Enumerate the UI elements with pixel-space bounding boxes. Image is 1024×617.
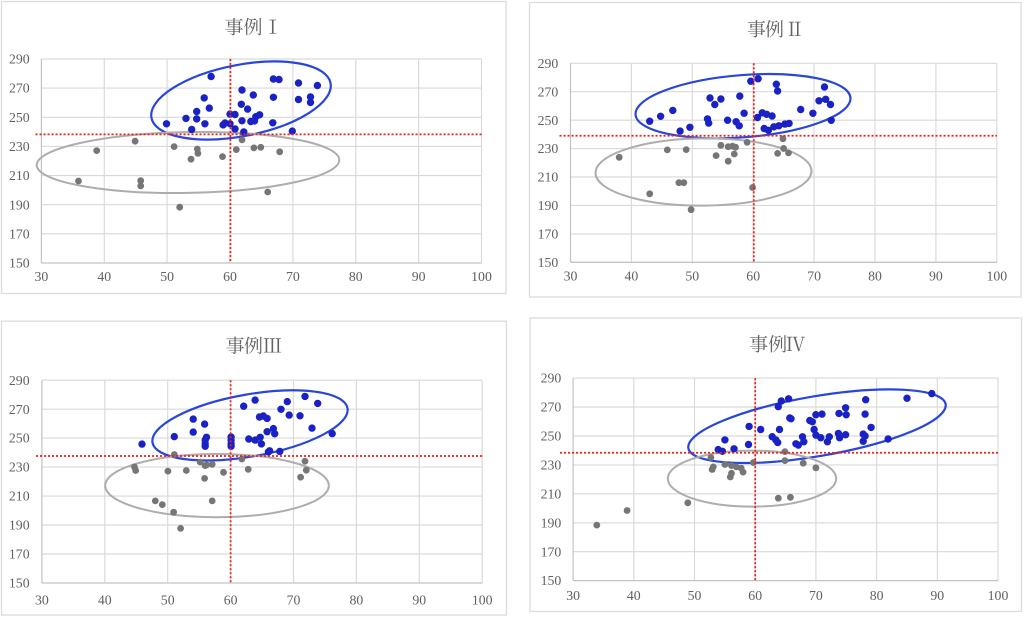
- svg-text:70: 70: [807, 269, 821, 284]
- svg-text:190: 190: [9, 518, 30, 533]
- svg-text:70: 70: [287, 592, 301, 607]
- svg-text:40: 40: [98, 592, 112, 607]
- svg-text:100: 100: [471, 269, 492, 284]
- svg-text:90: 90: [930, 588, 944, 603]
- svg-text:100: 100: [472, 592, 493, 607]
- svg-text:50: 50: [161, 592, 175, 607]
- svg-text:60: 60: [223, 269, 237, 284]
- svg-text:250: 250: [9, 110, 30, 125]
- svg-text:230: 230: [541, 458, 562, 473]
- svg-text:30: 30: [564, 269, 578, 284]
- svg-text:170: 170: [9, 547, 30, 562]
- svg-text:210: 210: [538, 170, 559, 185]
- svg-text:190: 190: [541, 515, 562, 530]
- svg-text:290: 290: [541, 371, 562, 386]
- svg-text:60: 60: [748, 588, 762, 603]
- svg-text:150: 150: [538, 255, 559, 270]
- svg-text:170: 170: [538, 227, 559, 242]
- svg-text:90: 90: [929, 269, 943, 284]
- svg-text:40: 40: [97, 269, 111, 284]
- svg-text:50: 50: [685, 269, 699, 284]
- svg-text:60: 60: [224, 592, 238, 607]
- svg-text:80: 80: [868, 269, 882, 284]
- svg-text:80: 80: [349, 269, 363, 284]
- svg-text:30: 30: [35, 592, 49, 607]
- svg-text:270: 270: [9, 402, 30, 417]
- svg-text:50: 50: [688, 588, 702, 603]
- svg-text:80: 80: [350, 592, 364, 607]
- svg-text:230: 230: [9, 139, 30, 154]
- svg-text:290: 290: [538, 56, 559, 71]
- svg-text:30: 30: [35, 269, 49, 284]
- svg-text:290: 290: [9, 52, 30, 67]
- svg-text:50: 50: [160, 269, 174, 284]
- svg-text:150: 150: [9, 576, 30, 591]
- svg-text:100: 100: [986, 269, 1007, 284]
- svg-text:150: 150: [541, 573, 562, 588]
- svg-text:250: 250: [538, 113, 559, 128]
- svg-text:30: 30: [566, 588, 580, 603]
- svg-text:250: 250: [9, 431, 30, 446]
- svg-text:250: 250: [541, 429, 562, 444]
- svg-text:270: 270: [541, 400, 562, 415]
- svg-text:40: 40: [627, 588, 641, 603]
- svg-text:40: 40: [625, 269, 639, 284]
- svg-text:170: 170: [9, 226, 30, 241]
- svg-text:210: 210: [541, 486, 562, 501]
- svg-text:60: 60: [746, 269, 760, 284]
- svg-text:190: 190: [538, 198, 559, 213]
- svg-text:270: 270: [538, 84, 559, 99]
- svg-text:90: 90: [412, 592, 426, 607]
- svg-text:190: 190: [9, 197, 30, 212]
- svg-text:70: 70: [809, 588, 823, 603]
- svg-text:70: 70: [286, 269, 300, 284]
- svg-text:270: 270: [9, 81, 30, 96]
- svg-text:100: 100: [988, 588, 1009, 603]
- svg-text:150: 150: [9, 256, 30, 271]
- svg-text:80: 80: [870, 588, 884, 603]
- svg-text:170: 170: [541, 544, 562, 559]
- svg-text:230: 230: [538, 141, 559, 156]
- svg-text:210: 210: [9, 168, 30, 183]
- svg-text:90: 90: [412, 269, 426, 284]
- svg-text:290: 290: [9, 373, 30, 388]
- svg-text:230: 230: [9, 460, 30, 475]
- svg-text:210: 210: [9, 489, 30, 504]
